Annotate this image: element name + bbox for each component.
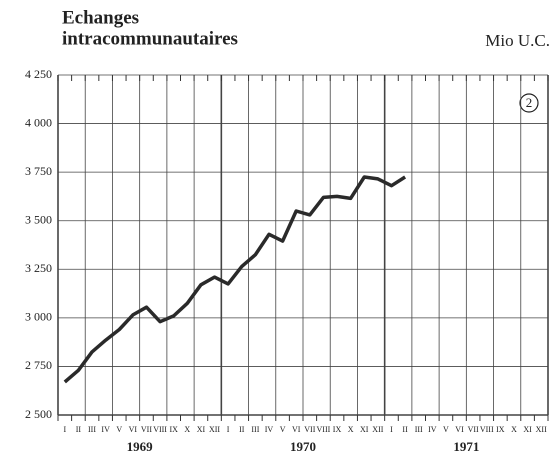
x-tick-label: V bbox=[116, 425, 122, 434]
y-tick-label: 3 250 bbox=[25, 261, 52, 275]
y-tick-label: 4 000 bbox=[25, 115, 52, 129]
x-tick-label: XI bbox=[523, 425, 532, 434]
year-label: 1971 bbox=[453, 439, 479, 454]
x-tick-label: II bbox=[402, 425, 408, 434]
x-tick-label: II bbox=[76, 425, 82, 434]
x-tick-label: IV bbox=[265, 425, 274, 434]
x-tick-label: III bbox=[415, 425, 423, 434]
x-tick-label: V bbox=[443, 425, 449, 434]
x-tick-label: IV bbox=[101, 425, 110, 434]
x-tick-label: VII bbox=[468, 425, 479, 434]
x-tick-label: VIII bbox=[153, 425, 167, 434]
line bbox=[63, 175, 407, 384]
x-tick-label: XII bbox=[372, 425, 383, 434]
unit-label: Mio U.C. bbox=[485, 31, 550, 50]
x-tick-label: XII bbox=[209, 425, 220, 434]
x-tick-label: VIII bbox=[317, 425, 331, 434]
x-tick-label: I bbox=[63, 425, 66, 434]
x-tick-label: V bbox=[280, 425, 286, 434]
annotation-circle bbox=[519, 93, 539, 113]
y-tick-label: 4 250 bbox=[25, 67, 52, 81]
x-tick-label: IX bbox=[169, 425, 178, 434]
x-tick-label: XII bbox=[536, 425, 547, 434]
x-tick-label: VI bbox=[129, 425, 138, 434]
y-tick-label: 2 500 bbox=[25, 407, 52, 421]
x-tick-label: VI bbox=[455, 425, 464, 434]
x-tick-label: I bbox=[227, 425, 230, 434]
x-tick-label: VIII bbox=[480, 425, 494, 434]
x-tick-label: VI bbox=[292, 425, 301, 434]
x-tick-label: I bbox=[390, 425, 393, 434]
annotation: 2 bbox=[526, 95, 533, 110]
chart-title: Echanges bbox=[62, 7, 139, 28]
y-tick-label: 2 750 bbox=[25, 358, 52, 372]
x-tick-label: III bbox=[88, 425, 96, 434]
year-label: 1970 bbox=[290, 439, 316, 454]
x-tick-label: X bbox=[184, 425, 190, 434]
x-tick-label: VII bbox=[304, 425, 315, 434]
x-tick-label: VII bbox=[141, 425, 152, 434]
x-tick-label: XI bbox=[360, 425, 369, 434]
chart-title: intracommunautaires bbox=[62, 28, 238, 49]
x-tick-label: X bbox=[348, 425, 354, 434]
x-tick-label: IX bbox=[333, 425, 342, 434]
year-label: 1969 bbox=[127, 439, 154, 454]
x-tick-label: III bbox=[251, 425, 259, 434]
x-tick-label: II bbox=[239, 425, 245, 434]
x-tick-label: X bbox=[511, 425, 517, 434]
x-tick-label: IV bbox=[428, 425, 437, 434]
x-tick-label: XI bbox=[197, 425, 206, 434]
y-tick-label: 3 000 bbox=[25, 310, 52, 324]
x-tick-label: IX bbox=[496, 425, 505, 434]
y-tick-label: 3 750 bbox=[25, 164, 52, 178]
y-tick-label: 3 500 bbox=[25, 212, 52, 226]
